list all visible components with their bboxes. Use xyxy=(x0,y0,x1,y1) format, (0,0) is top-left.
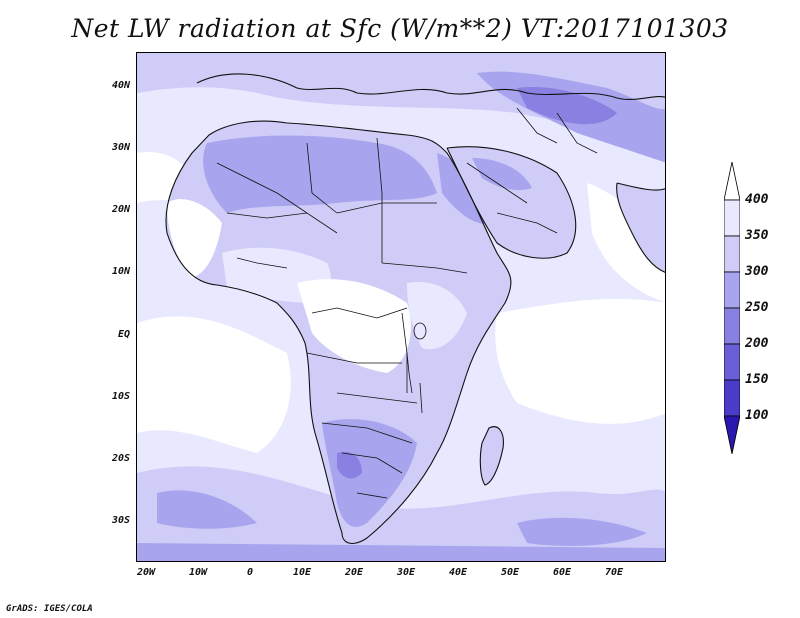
lat-tick-20n: 20N xyxy=(111,204,130,215)
europe-coastline xyxy=(196,73,665,100)
colorbar-segment-200-250 xyxy=(724,307,740,345)
shade-above-400-atlantic xyxy=(137,316,291,453)
lon-tick-50e: 50E xyxy=(500,567,520,578)
shade-250-300-south-indian xyxy=(517,517,647,546)
shade-250-300-north-arabia xyxy=(472,158,532,190)
shade-250-300-bottom-band xyxy=(137,543,665,561)
lat-tick-30n: 30N xyxy=(111,142,130,153)
shade-300-350-india xyxy=(616,183,665,273)
colorbar-segment-300-350 xyxy=(724,235,740,273)
africa-coastline xyxy=(165,120,512,544)
colorbar-label-300: 300 xyxy=(745,264,769,279)
shade-350-400-east-africa xyxy=(407,282,467,350)
lon-tick-60e: 60E xyxy=(552,567,572,578)
lon-tick-30e: 30E xyxy=(396,567,416,578)
colorbar-segment-below-100 xyxy=(724,415,740,454)
shade-above-400-arabian-sea xyxy=(587,183,665,303)
india-coastline xyxy=(616,182,665,273)
colorbar-segment-above-400 xyxy=(724,162,740,201)
lat-tick-40n: 40N xyxy=(111,80,130,91)
colorbar-segment-100-150 xyxy=(724,379,740,417)
lat-tick-20s: 20S xyxy=(111,453,130,464)
colorbar-label-100: 100 xyxy=(745,408,769,423)
shade-above-400-west-sahara xyxy=(167,199,222,278)
colorbar-segment-150-200 xyxy=(724,343,740,381)
shade-250-300-southern-africa xyxy=(322,419,417,527)
country-borders xyxy=(216,107,598,499)
colorbar-label-250: 250 xyxy=(745,300,769,315)
chart-title: Net LW radiation at Sfc (W/m**2) VT:2017… xyxy=(71,14,729,43)
map-panel xyxy=(136,52,666,562)
lon-tick-40e: 40E xyxy=(448,567,468,578)
lon-tick-0: 0 xyxy=(246,567,254,578)
colorbar-label-150: 150 xyxy=(745,372,769,387)
shade-200-250-kalahari xyxy=(337,451,362,479)
shade-300-350-arabia xyxy=(447,146,576,259)
shade-200-250-anatolia-iran xyxy=(517,87,617,125)
great-lakes xyxy=(406,322,427,414)
lon-tick-10w: 10W xyxy=(188,567,208,578)
lon-tick-10e: 10E xyxy=(292,567,312,578)
colorbar xyxy=(724,162,740,454)
shade-250-300-south-atlantic xyxy=(157,490,257,529)
shade-above-400-congo xyxy=(297,279,411,373)
colorbar-segment-350-400 xyxy=(724,199,740,237)
colorbar-segment-250-300 xyxy=(724,271,740,309)
shade-above-400-indian xyxy=(495,298,665,424)
map-canvas xyxy=(137,53,665,561)
lat-tick-10s: 10S xyxy=(111,391,130,402)
grads-credit: GrADS: IGES/COLA xyxy=(6,604,93,614)
shade-300-350-madagascar xyxy=(480,426,504,485)
colorbar-label-200: 200 xyxy=(745,336,769,351)
colorbar-label-400: 400 xyxy=(745,192,769,207)
lon-tick-20e: 20E xyxy=(344,567,364,578)
lon-tick-70e: 70E xyxy=(604,567,624,578)
lon-tick-20w: 20W xyxy=(136,567,156,578)
lat-tick-10n: 10N xyxy=(111,266,130,277)
madagascar-coastline xyxy=(479,426,504,486)
arabia-coastline xyxy=(446,146,577,259)
colorbar-label-350: 350 xyxy=(745,228,769,243)
lat-tick-30s: 30S xyxy=(111,515,130,526)
lat-tick-eq: EQ xyxy=(117,329,130,340)
